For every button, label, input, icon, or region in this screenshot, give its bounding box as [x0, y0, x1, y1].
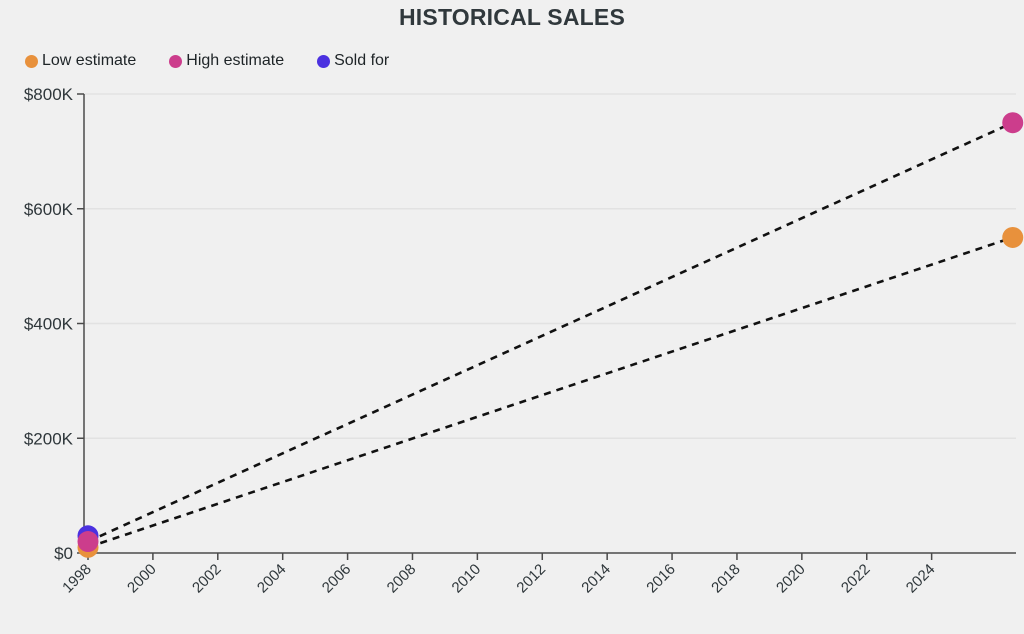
x-tick-label-2020: 2020 — [773, 561, 809, 597]
x-tick-label-2016: 2016 — [643, 561, 679, 597]
y-tick-label-$400K: $400K — [24, 315, 74, 334]
x-tick-label-2018: 2018 — [708, 561, 744, 597]
x-tick-label-2008: 2008 — [384, 561, 420, 597]
legend-item-high-estimate[interactable]: High estimate — [169, 52, 284, 70]
sold-for-dot-icon — [317, 54, 331, 68]
y-tick-label-$200K: $200K — [24, 429, 74, 448]
low-estimate-dot-icon — [25, 54, 38, 68]
x-tick-label-2006: 2006 — [319, 561, 355, 597]
x-tick-label-2002: 2002 — [189, 561, 225, 597]
y-tick-label-$0: $0 — [54, 544, 73, 563]
x-tick-label-2004: 2004 — [254, 561, 290, 597]
legend-label-high-estimate: High estimate — [186, 52, 285, 69]
chart-title: HISTORICAL SALES — [399, 4, 625, 30]
x-tick-label-2012: 2012 — [513, 561, 549, 597]
x-tick-label-2000: 2000 — [124, 561, 160, 597]
legend-item-low-estimate[interactable]: Low estimate — [25, 52, 136, 70]
y-tick-label-$800K: $800K — [24, 85, 74, 104]
x-tick-label-1998: 1998 — [59, 561, 95, 597]
x-tick-label-2022: 2022 — [838, 561, 874, 597]
point-low-estimate-2027 — [1002, 226, 1024, 248]
y-tick-label-$600K: $600K — [24, 200, 74, 219]
point-high-estimate-2027 — [1002, 112, 1024, 134]
x-tick-label-2010: 2010 — [449, 561, 485, 597]
connector-high-estimate — [87, 121, 1014, 543]
high-estimate-dot-icon — [169, 54, 183, 68]
x-tick-label-2024: 2024 — [903, 561, 939, 597]
point-high-estimate-1998 — [77, 531, 99, 553]
connector-low-estimate — [87, 236, 1014, 549]
legend-label-low-estimate: Low estimate — [42, 52, 137, 69]
x-tick-label-2014: 2014 — [578, 561, 614, 597]
legend-label-sold-for: Sold for — [334, 52, 390, 69]
legend-item-sold-for[interactable]: Sold for — [317, 52, 389, 70]
chart-legend: Low estimate High estimate Sold for — [25, 52, 389, 70]
